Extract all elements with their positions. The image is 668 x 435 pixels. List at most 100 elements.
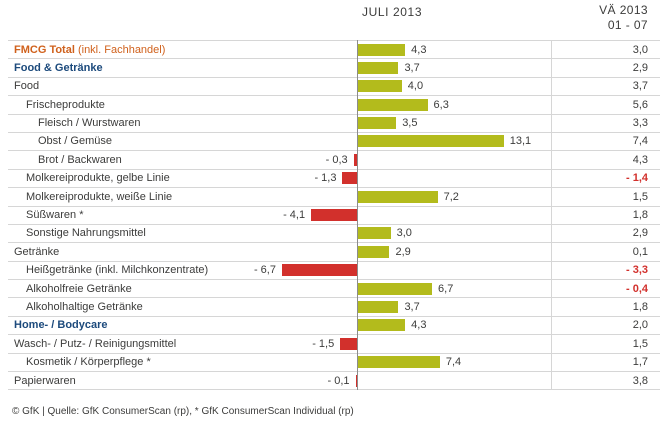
bar-positive [357,356,440,369]
bar-positive [357,80,402,93]
bar-value-label: - 0,1 [327,374,350,387]
row-label-text: Fleisch / Wurstwaren [38,117,141,130]
row-label-text: Frischeprodukte [26,98,105,111]
vae-value: 3,3 [632,117,648,130]
row-label: Sonstige Nahrungsmittel [26,227,146,239]
row-label-note: (inkl. Fachhandel) [74,43,166,56]
vae-value: 4,3 [632,153,648,166]
bar-value-label: 2,9 [395,245,411,258]
table-row: Obst / Gemüse 13,1 7,4 [8,133,660,152]
vae-value: 3,8 [632,374,648,387]
bar-positive [357,61,399,74]
bar-value-label: 6,3 [433,98,449,111]
table-row: Getränke 2,9 0,1 [8,243,660,262]
table-row: Frischeprodukte 6,3 5,6 [8,96,660,115]
row-label: Molkereiprodukte, weiße Linie [26,191,172,203]
bar-negative [355,374,357,387]
row-label: Frischeprodukte [26,99,105,111]
row-label: Alkoholhaltige Getränke [26,301,143,313]
row-label-text: Heißgetränke (inkl. Milchkonzentrate) [26,264,209,277]
chart-rows: FMCG Total (inkl. Fachhandel) 4,3 3,0 Food … [8,40,660,391]
bar-positive [357,117,397,130]
bar-negative [311,209,357,222]
vae-value: 7,4 [632,135,648,148]
vae-value: 5,6 [632,98,648,111]
row-label: Home- / Bodycare [14,319,108,331]
row-label: Food & Getränke [14,62,103,74]
row-label: Alkoholfreie Getränke [26,283,132,295]
row-label: Süßwaren * [26,209,83,221]
table-row: Kosmetik / Körperpflege * 7,4 1,7 [8,354,660,373]
row-label-text: Molkereiprodukte, weiße Linie [26,190,173,203]
table-row: Papierwaren - 0,1 3,8 [8,372,660,391]
table-row: Wasch- / Putz- / Reinigungsmittel - 1,5 1,… [8,335,660,354]
bar-value-label: 3,7 [404,300,420,313]
vae-value: 1,5 [632,190,648,203]
table-row: Heißgetränke (inkl. Milchkonzentrate) - 6… [8,262,660,281]
row-label: Fleisch / Wurstwaren [38,117,141,129]
vae-value: 0,1 [632,245,648,258]
row-label: Getränke [14,246,59,258]
vae-value: 3,7 [632,80,648,93]
bar-value-label: 4,3 [411,319,427,332]
vae-value: 1,7 [632,356,648,369]
right-column-header-line1: VÄ 2013 [599,3,648,17]
bar-positive [357,282,433,295]
vae-value: 1,8 [632,209,648,222]
vae-value: - 1,4 [625,172,648,185]
row-label: Food [14,80,39,92]
table-row: Alkoholhaltige Getränke 3,7 1,8 [8,298,660,317]
bar-value-label: 4,3 [411,43,427,56]
bar-positive [357,190,438,203]
bar-value-label: 7,2 [443,190,459,203]
bar-value-label: - 4,1 [283,209,306,222]
vae-value: 2,9 [632,227,648,240]
vae-value: - 3,3 [625,264,648,277]
bar-value-label: 4,0 [407,80,424,93]
row-label: Obst / Gemüse [38,135,112,147]
bar-positive [357,135,504,148]
bar-value-label: - 0,3 [325,153,348,166]
row-label-text: Getränke [14,245,60,258]
row-label: Kosmetik / Körperpflege * [26,356,151,368]
bar-positive [357,43,406,56]
row-label: Wasch- / Putz- / Reinigungsmittel [14,338,176,350]
row-label: Papierwaren [14,375,76,387]
row-label-text: Sonstige Nahrungsmittel [26,227,146,240]
row-label-text: Süßwaren * [26,209,84,222]
row-label: FMCG Total (inkl. Fachhandel) [14,44,165,56]
row-label: Heißgetränke (inkl. Milchkonzentrate) [26,264,208,276]
vae-value: 2,9 [632,61,648,74]
row-label-text: Papierwaren [14,374,76,387]
bar-positive [357,245,390,258]
source-note: © GfK | Quelle: GfK ConsumerScan (rp), *… [12,406,354,417]
bar-positive [357,319,406,332]
row-label-text: FMCG Total [14,43,75,56]
vae-value: 3,0 [632,43,648,56]
bar-value-label: - 1,3 [314,172,337,185]
right-column-header: VÄ 2013 01 - 07 [599,3,648,33]
bar-positive [357,227,391,240]
table-row: Sonstige Nahrungsmittel 3,0 2,9 [8,225,660,244]
bar-value-label: - 6,7 [253,264,276,277]
vae-value: 1,8 [632,300,648,313]
row-label-text: Alkoholhaltige Getränke [26,300,143,313]
row-label: Molkereiprodukte, gelbe Linie [26,172,170,184]
row-label-text: Obst / Gemüse [38,135,112,148]
bar-value-label: 13,1 [509,135,532,148]
right-column-header-line2: 01 - 07 [607,18,648,32]
row-label: Brot / Backwaren [38,154,122,166]
bar-negative [340,337,357,350]
chart-title: JULI 2013 [362,5,423,19]
bar-negative [342,172,357,185]
bar-value-label: 3,0 [396,227,412,240]
row-label-text: Home- / Bodycare [14,319,108,332]
vae-value: 2,0 [632,319,648,332]
table-row: Food 4,0 3,7 [8,78,660,97]
table-row: Brot / Backwaren - 0,3 4,3 [8,151,660,170]
bar-negative [281,264,357,277]
row-label-text: Kosmetik / Körperpflege * [26,356,151,369]
bar-value-label: 3,5 [402,117,418,130]
row-label-text: Wasch- / Putz- / Reinigungsmittel [14,337,177,350]
row-label-text: Molkereiprodukte, gelbe Linie [26,172,170,185]
